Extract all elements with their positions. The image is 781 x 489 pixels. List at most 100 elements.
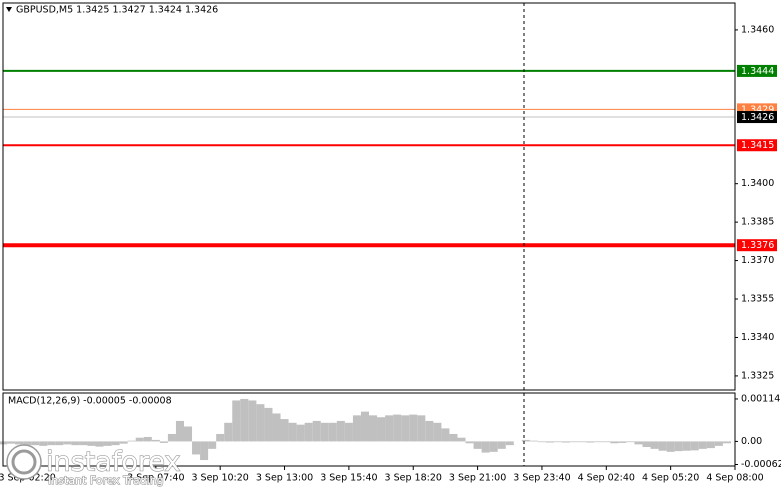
macd-bar: [626, 441, 635, 443]
macd-bar: [296, 424, 305, 442]
macd-bar: [7, 441, 16, 444]
x-tick-label: 4 Sep 05:20: [642, 473, 699, 484]
macd-bar: [79, 441, 88, 446]
macd-bar: [224, 422, 233, 442]
macd-bar: [87, 441, 96, 446]
watermark-tagline: Instant Forex Trading: [48, 474, 164, 487]
macd-bar: [658, 441, 667, 451]
macd-bar: [497, 441, 506, 449]
macd-bar: [344, 422, 353, 442]
y-tick-label: 0.00114: [741, 393, 780, 404]
macd-bar: [369, 415, 378, 442]
macd-bar: [465, 441, 474, 444]
macd-bar: [489, 441, 498, 452]
macd-bar: [119, 441, 128, 444]
macd-bar: [200, 441, 209, 461]
macd-bar: [175, 420, 184, 442]
macd-bar: [240, 398, 249, 442]
x-tick-label: 3 Sep 23:40: [513, 473, 570, 484]
macd-bar: [208, 441, 217, 449]
macd-bar: [183, 426, 193, 442]
macd-bar: [682, 441, 691, 451]
macd-bar: [642, 441, 651, 448]
macd-bar: [401, 415, 410, 442]
macd-bar: [377, 417, 386, 442]
macd-bar: [578, 441, 587, 443]
macd-bar: [143, 436, 152, 442]
macd-panel-frame: [2, 392, 736, 467]
macd-bar: [304, 422, 313, 442]
y-tick-label: -0.00062: [741, 459, 781, 470]
y-tick-label: 1.3325: [741, 370, 774, 381]
x-tick-label: 3 Sep 07:40: [127, 473, 184, 484]
macd-bar: [570, 441, 579, 443]
macd-bar: [650, 441, 659, 449]
macd-bar: [352, 415, 361, 442]
macd-bar: [706, 441, 715, 449]
macd-bar: [545, 441, 555, 443]
macd-bar: [151, 439, 160, 442]
macd-bar: [441, 428, 450, 442]
macd-bar: [256, 404, 265, 442]
macd-bar: [39, 441, 48, 446]
macd-bar: [698, 441, 707, 449]
level-label: 1.3426: [741, 112, 774, 123]
level-label: 1.3376: [741, 240, 774, 251]
macd-bar: [320, 422, 329, 442]
macd-bar: [554, 441, 563, 443]
macd-bar: [336, 420, 345, 442]
x-tick-label: 3 Sep 21:00: [449, 473, 506, 484]
macd-bar: [449, 433, 458, 442]
macd-bar: [594, 441, 603, 443]
macd-bar: [312, 420, 321, 442]
macd-bar: [634, 441, 643, 445]
macd-bar: [328, 422, 337, 442]
macd-bar: [103, 441, 112, 446]
macd-bar: [280, 419, 289, 442]
chart-title: GBPUSD,M5 1.3425 1.3427 1.3424 1.3426: [16, 5, 218, 16]
x-tick-label: 4 Sep 08:00: [706, 473, 763, 484]
macd-bar: [15, 441, 24, 445]
macd-bar: [521, 439, 530, 442]
level-label-bg: [737, 111, 777, 124]
logo-icon-ring: [11, 449, 37, 475]
level-label: 1.3429: [741, 104, 774, 115]
macd-bar: [674, 441, 683, 452]
macd-bar: [457, 437, 466, 442]
macd-bar: [360, 411, 369, 442]
x-tick-label: 3 Sep 18:20: [385, 473, 442, 484]
x-tick-label: 4 Sep 02:40: [578, 473, 635, 484]
macd-bar: [232, 400, 241, 442]
watermark-brand: instaforex: [46, 447, 180, 478]
macd-bar: [127, 440, 136, 442]
macd-bar: [690, 441, 699, 451]
macd-bar: [111, 441, 120, 446]
main-panel-frame: [2, 2, 736, 391]
macd-bar: [505, 441, 514, 446]
macd-bar: [562, 441, 571, 443]
watermark: instaforex Instant Forex Trading: [6, 444, 181, 488]
level-label: 1.3444: [741, 66, 774, 77]
macd-bar: [63, 441, 72, 445]
x-tick-label: 3 Sep 10:20: [191, 473, 248, 484]
macd-bar: [272, 413, 281, 442]
macd-bar: [167, 433, 176, 442]
macd-bar: [288, 422, 297, 442]
macd-bar: [385, 415, 394, 442]
macd-bar: [95, 441, 104, 447]
macd-bar: [610, 441, 619, 444]
macd-bar: [433, 422, 442, 442]
level-label-bg: [737, 64, 777, 77]
macd-bar: [425, 420, 434, 442]
y-tick-label: 1.3460: [741, 24, 774, 35]
level-label-bg: [737, 139, 777, 152]
macd-bar: [216, 433, 225, 442]
macd-bar: [714, 441, 723, 446]
macd-bar: [71, 441, 80, 446]
x-tick-label: 3 Sep 13:00: [256, 473, 313, 484]
macd-bar: [602, 441, 611, 443]
macd-bar: [417, 415, 426, 442]
y-tick-label: 1.3370: [741, 255, 774, 266]
macd-bar: [159, 441, 168, 443]
macd-bar: [393, 414, 402, 442]
